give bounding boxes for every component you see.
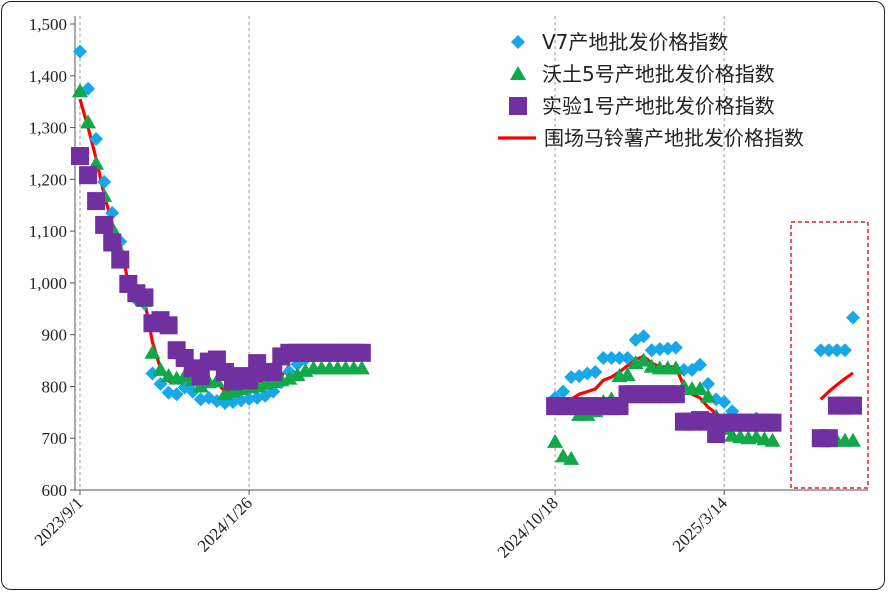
data-point-square <box>844 396 862 415</box>
data-point-triangle <box>619 367 636 382</box>
data-point-diamond <box>556 384 571 399</box>
data-point-diamond <box>829 343 844 358</box>
legend-label: 实验1号产地批发价格指数 <box>542 94 775 118</box>
legend-label: 围场马铃薯产地批发价格指数 <box>544 126 804 150</box>
data-point-triangle <box>152 361 169 376</box>
y-tick-label: 600 <box>42 481 68 500</box>
data-point-square <box>352 343 371 362</box>
data-point-triangle <box>281 370 298 385</box>
data-point-triangle <box>289 367 306 382</box>
x-tick-label: 2024/1/26 <box>194 493 256 555</box>
data-point-square <box>159 316 178 335</box>
y-tick-label: 1,400 <box>29 67 67 86</box>
data-point-triangle <box>700 388 717 403</box>
data-point-square <box>666 385 685 404</box>
data-point-diamond <box>813 343 828 358</box>
data-point-triangle <box>353 360 370 375</box>
data-point-square <box>135 288 154 307</box>
data-point-diamond <box>668 340 683 355</box>
data-point-triangle <box>563 450 580 465</box>
data-point-diamond <box>242 391 257 406</box>
data-point-triangle <box>667 360 684 375</box>
data-point-diamond <box>604 350 619 365</box>
data-point-triangle <box>692 381 709 396</box>
data-point-diamond <box>588 364 603 379</box>
vertical-gridlines <box>79 16 725 490</box>
data-point-square <box>819 429 838 448</box>
x-axis: 2023/9/1 2024/1/26 2024/10/18 2025/3/14 <box>31 489 868 562</box>
data-point-square <box>763 413 782 432</box>
data-point-triangle <box>845 432 861 447</box>
data-point-diamond <box>717 394 732 409</box>
data-point-square <box>103 233 122 252</box>
data-point-triangle <box>80 114 97 129</box>
y-tick-label: 1,300 <box>29 119 67 138</box>
data-point-diamond <box>693 357 708 372</box>
data-point-square <box>191 367 210 386</box>
data-point-diamond <box>89 131 104 146</box>
legend-swatch <box>510 66 526 80</box>
data-point-diamond <box>821 343 836 358</box>
data-point-square <box>264 362 283 381</box>
data-point-diamond <box>846 310 860 325</box>
data-point-square <box>111 250 130 269</box>
y-tick-label: 1,000 <box>29 274 67 293</box>
data-point-square <box>240 371 259 390</box>
y-axis: 600 700 800 900 1,000 1,100 1,200 1,300 1,400 1,5… <box>29 15 76 500</box>
legend-label: 沃土5号产地批发价格指数 <box>542 62 775 86</box>
series-line <box>819 371 854 401</box>
data-point-triangle <box>72 83 88 98</box>
data-point-square <box>95 215 114 234</box>
data-point-square <box>79 166 98 185</box>
data-point-triangle <box>547 433 564 448</box>
data-point-diamond <box>652 342 667 357</box>
data-point-triangle <box>764 432 781 447</box>
y-tick-label: 700 <box>42 429 68 448</box>
data-point-diamond <box>564 370 579 385</box>
data-point-diamond <box>596 350 611 365</box>
data-point-diamond <box>97 174 112 189</box>
data-point-diamond <box>837 343 852 358</box>
data-point-diamond <box>169 387 184 402</box>
data-point-triangle <box>635 352 652 367</box>
data-point-diamond <box>660 341 675 356</box>
data-point-diamond <box>612 350 627 365</box>
y-tick-label: 1,500 <box>29 15 67 34</box>
data-point-square <box>87 192 106 211</box>
legend-label: V7产地批发价格指数 <box>542 30 728 54</box>
y-tick-label: 1,200 <box>29 170 67 189</box>
data-point-diamond <box>620 350 635 365</box>
data-point-triangle <box>192 378 209 393</box>
data-point-triangle <box>144 344 161 359</box>
highlight-box <box>790 221 869 489</box>
data-point-diamond <box>644 343 659 358</box>
x-tick-label: 2025/3/14 <box>669 493 732 556</box>
y-tick-label: 900 <box>42 326 68 345</box>
x-tick-label: 2024/10/18 <box>494 493 562 561</box>
data-point-diamond <box>73 44 87 59</box>
data-point-diamond <box>636 329 651 344</box>
data-point-diamond <box>701 376 716 391</box>
x-tick-label: 2023/9/1 <box>31 493 87 549</box>
legend: V7产地批发价格指数沃土5号产地批发价格指数实验1号产地批发价格指数围场马铃薯产… <box>498 30 804 150</box>
legend-swatch <box>509 97 527 115</box>
legend-swatch <box>511 35 525 49</box>
marker-series <box>71 44 862 465</box>
data-point-square <box>71 147 89 166</box>
y-tick-label: 800 <box>42 377 68 396</box>
y-tick-label: 1,100 <box>29 222 67 241</box>
